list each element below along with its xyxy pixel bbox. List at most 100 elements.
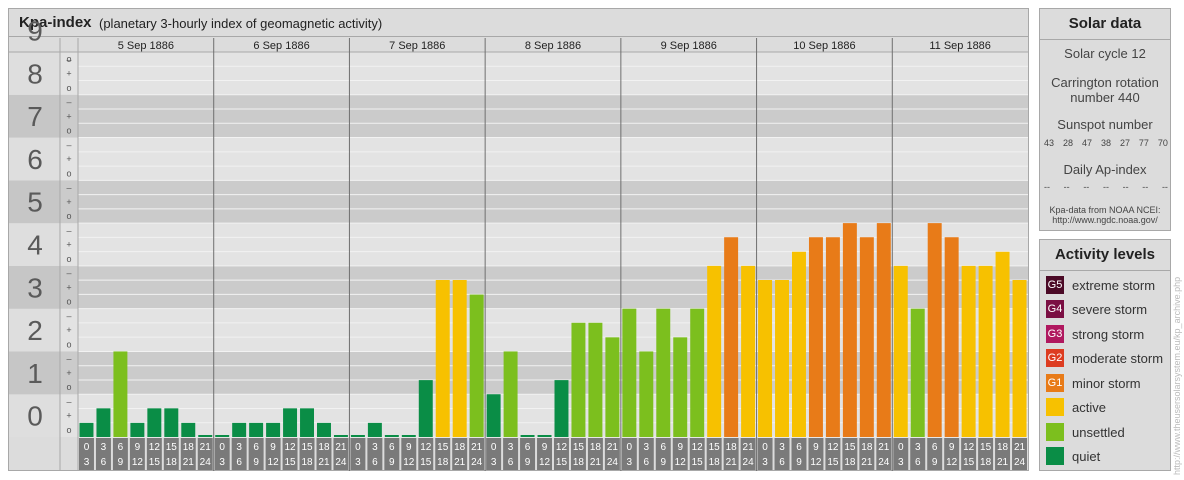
interval-start-label: 15	[709, 442, 721, 453]
y-minor-tick-label: –	[66, 396, 71, 406]
interval-box	[808, 438, 824, 470]
grid-band	[9, 180, 1028, 224]
interval-start-label: 0	[219, 442, 225, 453]
interval-end-label: 6	[779, 457, 785, 468]
interval-end-label: 3	[84, 457, 90, 468]
interval-start-label: 0	[627, 442, 633, 453]
interval-end-label: 3	[627, 457, 633, 468]
y-minor-tick-label: o	[66, 254, 71, 264]
sunspot-values: 43 28 47 38 27 77 70	[1044, 138, 1168, 148]
kp-bar	[758, 280, 773, 437]
ap-value: --	[1161, 182, 1168, 192]
kp-bar	[113, 351, 128, 437]
interval-end-label: 18	[573, 457, 585, 468]
interval-box	[604, 438, 620, 470]
interval-box	[893, 438, 909, 470]
interval-start-label: 6	[796, 442, 802, 453]
interval-end-label: 18	[166, 457, 178, 468]
interval-start-label: 12	[692, 442, 704, 453]
interval-box	[537, 438, 552, 470]
y-tick-label: 5	[27, 187, 43, 218]
interval-end-label: 9	[932, 457, 938, 468]
interval-start-label: 18	[997, 442, 1009, 453]
y-minor-tick-label: +	[66, 325, 71, 335]
interval-start-label: 18	[726, 442, 738, 453]
interval-end-label: 6	[508, 457, 514, 468]
interval-end-label: 3	[762, 457, 768, 468]
interval-box	[282, 438, 298, 470]
legend-item-g1: G1 minor storm	[1046, 374, 1170, 394]
y-axis-band	[9, 394, 60, 437]
interval-box	[774, 438, 790, 470]
interval-end-label: 21	[318, 457, 330, 468]
kp-bar	[401, 435, 416, 437]
interval-box	[95, 438, 111, 470]
sunspot-value: 77	[1138, 138, 1149, 148]
y-tick-label: 4	[27, 230, 43, 261]
interval-end-label: 24	[471, 457, 483, 468]
interval-box	[825, 438, 841, 470]
interval-box	[740, 438, 756, 470]
y-minor-tick-label: o	[66, 211, 71, 221]
interval-end-label: 24	[1014, 457, 1026, 468]
kp-bar	[317, 422, 331, 437]
legend-label: strong storm	[1072, 327, 1145, 342]
interval-start-label: 6	[118, 442, 124, 453]
interval-box	[146, 438, 162, 470]
data-source-link[interactable]: http://www.ngdc.noaa.gov/	[1052, 215, 1158, 225]
interval-box	[876, 438, 892, 470]
legend-label: quiet	[1072, 449, 1101, 464]
interval-start-label: 15	[844, 442, 856, 453]
interval-box	[944, 438, 960, 470]
y-minor-tick-label: +	[66, 368, 71, 378]
interval-box	[163, 438, 179, 470]
kp-bar	[707, 265, 722, 437]
interval-box	[197, 438, 213, 470]
kp-bar	[249, 422, 264, 437]
interval-box	[435, 438, 451, 470]
kp-bar	[232, 422, 247, 437]
ap-value: --	[1044, 182, 1050, 192]
interval-end-label: 3	[491, 457, 497, 468]
interval-start-label: 21	[335, 442, 347, 453]
interval-box	[859, 438, 875, 470]
y-minor-tick-label: –	[66, 97, 71, 107]
kp-bar	[469, 294, 484, 437]
kp-bar	[944, 237, 959, 437]
kp-bar	[588, 322, 603, 437]
y-axis-band	[9, 52, 60, 95]
y-minor-tick-label: o	[66, 83, 71, 93]
y-tick-label: 8	[27, 58, 43, 89]
interval-start-label: 21	[1014, 442, 1026, 453]
carrington-line1: Carrington rotation	[1051, 75, 1159, 90]
interval-box	[401, 438, 417, 470]
activity-levels-title: Activity levels	[1040, 240, 1170, 271]
kp-bar	[910, 308, 925, 437]
kp-bar	[825, 237, 840, 437]
interval-end-label: 24	[607, 457, 619, 468]
legend-swatch-quiet	[1046, 447, 1064, 465]
interval-start-label: 18	[861, 442, 873, 453]
interval-box	[231, 438, 247, 470]
y-tick-label: 3	[27, 272, 43, 303]
interval-box	[554, 438, 569, 470]
y-tick-label: 6	[27, 144, 43, 175]
interval-box	[638, 438, 654, 470]
grid-band	[9, 394, 1028, 437]
interval-box	[655, 438, 671, 470]
interval-box	[961, 438, 977, 470]
legend-swatch-g3: G3	[1046, 325, 1064, 343]
kp-bar	[927, 223, 942, 437]
kp-bar	[333, 435, 348, 437]
interval-box	[910, 438, 926, 470]
interval-end-label: 12	[675, 457, 687, 468]
interval-start-label: 12	[149, 442, 161, 453]
interval-box	[503, 438, 519, 470]
y-axis-band	[9, 94, 60, 138]
kp-bar	[537, 435, 552, 437]
y-minor-tick-label: +	[66, 197, 71, 207]
y-minor-tick-label: –	[66, 268, 71, 278]
grid-band	[9, 308, 1028, 352]
interval-box	[350, 438, 366, 470]
kp-bar	[486, 394, 501, 437]
